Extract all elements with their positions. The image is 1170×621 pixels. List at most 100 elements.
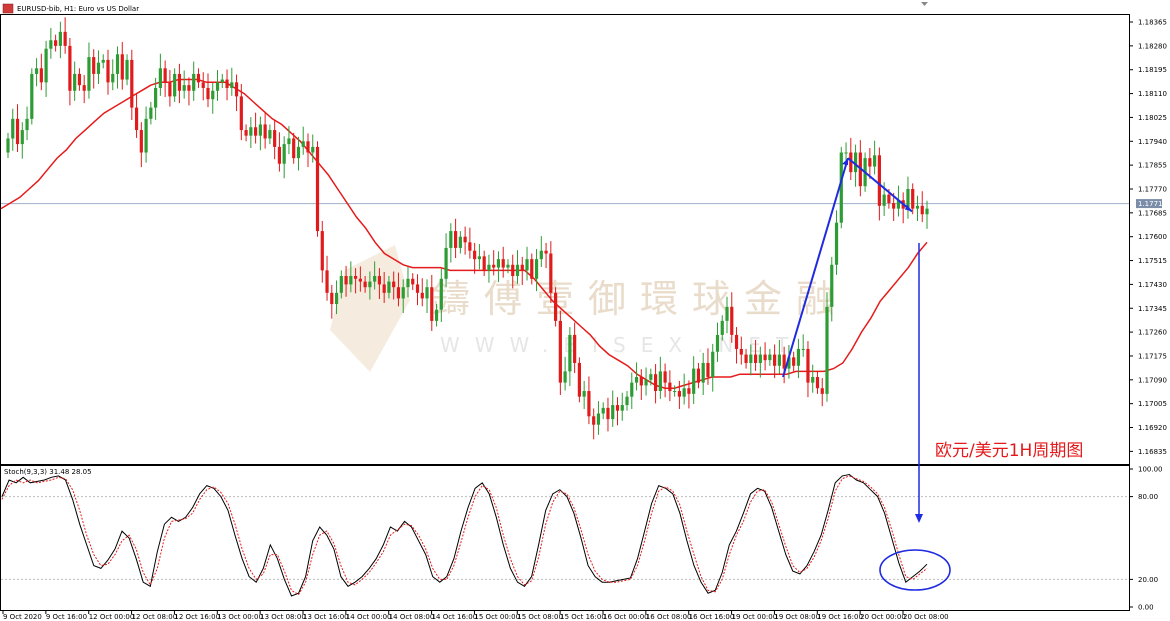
time-tick-label: 20 Oct 00:00: [860, 613, 906, 621]
time-tick-label: 19 Oct 00:00: [732, 613, 778, 621]
candle-body: [725, 306, 729, 321]
candle-body: [577, 362, 581, 397]
candle-body: [349, 275, 353, 285]
annotation-arrow-head-icon: [915, 514, 923, 523]
time-tick-label: 14 Oct 08:00: [389, 613, 435, 621]
price-tick-label: 1.17855: [1138, 162, 1167, 170]
stoch-tick-label: 80.00: [1138, 493, 1158, 501]
candle-body: [377, 275, 382, 285]
candle-body: [206, 87, 210, 100]
candle-body: [320, 231, 324, 271]
candle-body: [358, 278, 362, 282]
candle-body: [111, 73, 115, 83]
candle-body: [282, 144, 286, 164]
candle-body: [158, 68, 162, 88]
candle-body: [373, 275, 377, 282]
time-tick-label: 13 Oct 16:00: [303, 613, 349, 621]
candle-body: [92, 57, 96, 74]
time-tick-label: 12 Oct 00:00: [89, 613, 135, 621]
candle-body: [825, 306, 829, 394]
candle-body: [458, 236, 462, 248]
candle-body: [715, 334, 720, 352]
candle-body: [396, 287, 401, 299]
candle-body: [106, 59, 110, 83]
candle-body: [639, 377, 643, 386]
candle-body: [568, 334, 572, 372]
time-tick-label: 14 Oct 00:00: [346, 613, 392, 621]
annotation-circle: [879, 549, 951, 591]
candle-body: [649, 374, 653, 380]
candle-body: [549, 253, 553, 293]
candle-body: [482, 256, 486, 271]
candle-body: [11, 118, 15, 139]
candle-body: [339, 275, 343, 293]
candle-body: [444, 247, 448, 279]
candle-body: [144, 118, 148, 153]
candle-body: [58, 31, 62, 46]
candle-body: [415, 284, 420, 293]
candle-body: [244, 130, 248, 136]
candle-body: [449, 231, 453, 248]
candle-body: [87, 57, 91, 91]
candle-body: [192, 73, 196, 91]
candle-body: [73, 73, 77, 91]
annotation-text: 欧元/美元1H周期图: [935, 441, 1083, 461]
watermark-line1: 鑄傅壹御環球金融: [432, 277, 848, 321]
price-tick-label: 1.18280: [1138, 42, 1167, 50]
candle-body: [892, 203, 896, 209]
price-tick-label: 1.17005: [1138, 400, 1167, 408]
price-tick-label: 1.17090: [1138, 376, 1167, 384]
candle-body: [420, 292, 424, 299]
candle-body: [625, 396, 629, 406]
candle-body: [492, 264, 496, 268]
candle-body: [768, 354, 772, 361]
time-tick-label: 19 Oct 08:00: [774, 613, 820, 621]
candle-body: [644, 379, 648, 386]
time-tick-label: 12 Oct 08:00: [132, 613, 178, 621]
candle-body: [215, 82, 220, 91]
candle-body: [54, 40, 58, 46]
candle-body: [615, 405, 620, 411]
candle-body: [534, 259, 539, 279]
main-pane-border: [0, 14, 1130, 465]
window-title: EURUSD-bib, H1: Euro vs US Dollar: [17, 5, 139, 13]
candle-body: [796, 348, 801, 366]
current-price-tag: [1136, 199, 1162, 209]
time-tick-label: 15 Oct 16:00: [560, 613, 606, 621]
candle-body: [258, 124, 262, 136]
candle-body: [15, 118, 20, 145]
current-price-line: 1.17718: [1, 199, 1167, 209]
candle-body: [330, 292, 334, 305]
candle-body: [434, 309, 439, 321]
candle-body: [530, 259, 534, 279]
candle-body: [234, 82, 239, 97]
candle-body: [839, 152, 843, 223]
candle-body: [582, 391, 586, 397]
time-tick-label: 20 Oct 08:00: [903, 613, 949, 621]
candle-body: [830, 264, 834, 307]
stoch-signal-line: [1, 475, 928, 596]
price-tick-label: 1.17430: [1138, 281, 1167, 289]
candle-body: [811, 377, 815, 383]
price-tick-label: 1.17685: [1138, 209, 1167, 217]
candle-body: [815, 377, 820, 389]
candle-body: [787, 357, 791, 369]
candle-body: [263, 124, 267, 139]
price-tick-label: 1.18195: [1138, 66, 1167, 74]
candle-body: [439, 278, 443, 310]
candle-body: [363, 281, 367, 288]
candle-body: [306, 141, 310, 153]
candle-body: [20, 130, 24, 145]
candle-body: [525, 259, 529, 271]
candle-body: [706, 362, 710, 378]
candle-body: [687, 388, 691, 394]
time-tick-label: 19 Oct 16:00: [817, 613, 863, 621]
price-tick-label: 1.18365: [1138, 19, 1167, 27]
watermark-line2: WWW.BISEX.NET: [440, 333, 803, 357]
dropdown-icon[interactable]: [921, 2, 928, 6]
candle-body: [177, 73, 182, 91]
trend-arrow-up: [782, 157, 849, 378]
candle-body: [149, 107, 153, 119]
candle-body: [511, 264, 515, 276]
time-tick-label: 15 Oct 00:00: [474, 613, 520, 621]
